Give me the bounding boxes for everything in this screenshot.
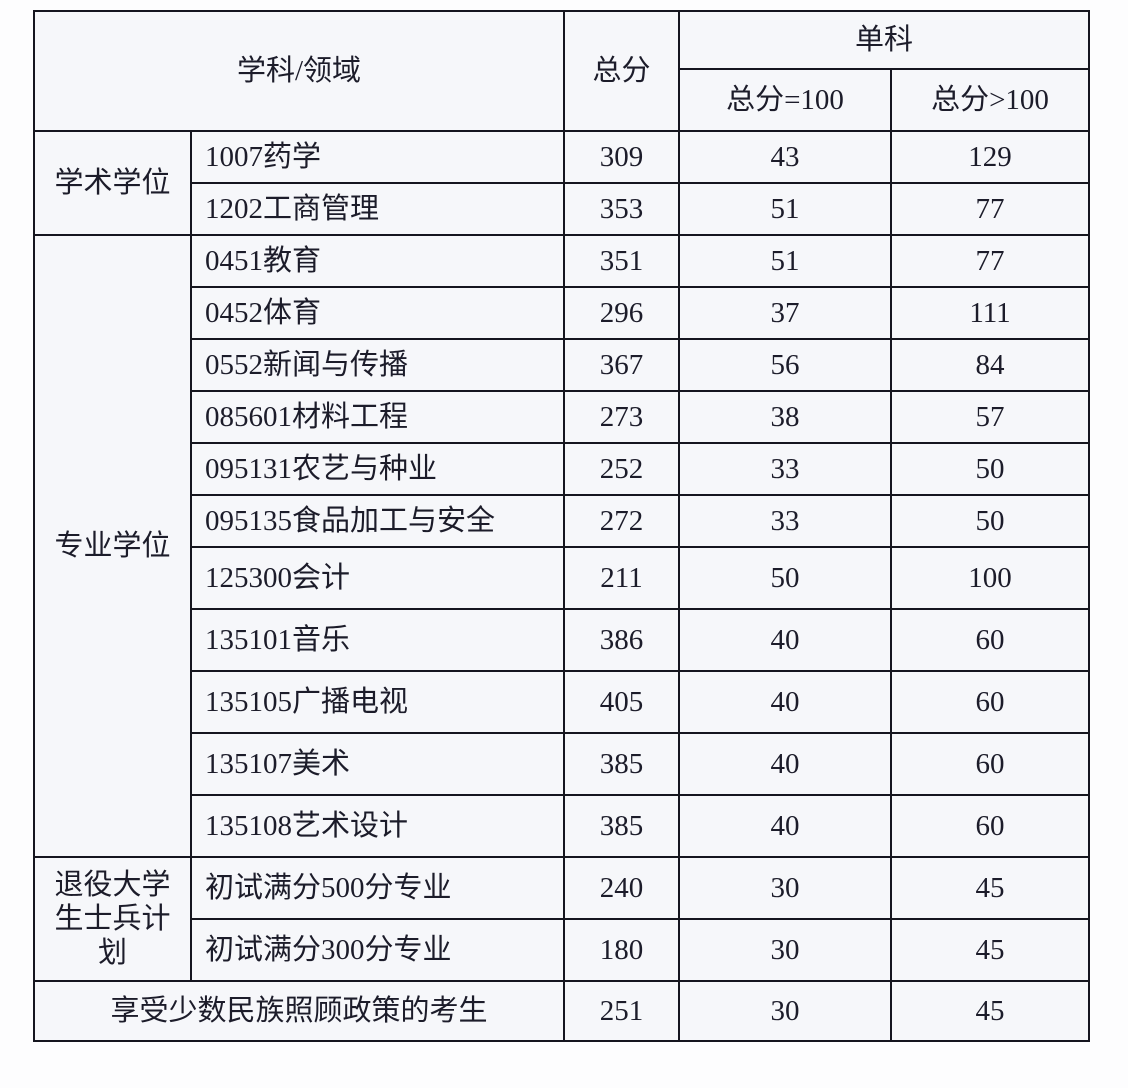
- header-single-subject: 单科: [678, 10, 1090, 70]
- table-row: 135108艺术设计 385 40 60: [34, 794, 1090, 858]
- cell-subject: 0452体育: [190, 286, 565, 340]
- cell-gt100: 60: [890, 794, 1090, 858]
- cell-total: 252: [563, 442, 680, 496]
- cell-total: 272: [563, 494, 680, 548]
- cell-gt100: 100: [890, 546, 1090, 610]
- cell-eq100: 40: [678, 670, 892, 734]
- table-row: 专业学位 0451教育 351 51 77: [33, 234, 1090, 858]
- cell-subject: 095135食品加工与安全: [190, 494, 565, 548]
- cell-eq100: 40: [678, 732, 892, 796]
- cell-subject: 1202工商管理: [190, 182, 565, 236]
- cell-eq100: 30: [678, 918, 892, 982]
- table-row: 125300会计 211 50 100: [34, 546, 1090, 610]
- cell-subject: 初试满分500分专业: [190, 856, 565, 920]
- cell-eq100: 33: [678, 442, 892, 496]
- cell-subject: 085601材料工程: [190, 390, 565, 444]
- header-total-score: 总分: [563, 10, 680, 132]
- cell-eq100: 40: [678, 794, 892, 858]
- cell-gt100: 60: [890, 608, 1090, 672]
- cell-subject: 初试满分300分专业: [190, 918, 565, 982]
- cell-gt100: 45: [890, 856, 1090, 920]
- header-single-gt100: 总分>100: [890, 68, 1090, 132]
- cell-total: 296: [563, 286, 680, 340]
- cell-subject: 0451教育: [190, 234, 565, 288]
- cell-subject: 0552新闻与传播: [190, 338, 565, 392]
- cell-eq100: 33: [678, 494, 892, 548]
- cell-subject: 135101音乐: [190, 608, 565, 672]
- cell-eq100: 37: [678, 286, 892, 340]
- table-row: 学术学位 1007药学 309 43 129: [33, 130, 1090, 236]
- cell-subject: 095131农艺与种业: [190, 442, 565, 496]
- cell-gt100: 77: [890, 234, 1090, 288]
- table-row: 135101音乐 386 40 60: [34, 608, 1090, 672]
- cell-eq100: 43: [678, 130, 892, 184]
- cell-total: 251: [563, 980, 680, 1042]
- cell-gt100: 84: [890, 338, 1090, 392]
- cell-eq100: 56: [678, 338, 892, 392]
- cell-gt100: 45: [890, 918, 1090, 982]
- cell-subject: 135105广播电视: [190, 670, 565, 734]
- cell-total: 367: [563, 338, 680, 392]
- table-row: 0552新闻与传播 367 56 84: [34, 338, 1090, 392]
- cell-gt100: 50: [890, 442, 1090, 496]
- table-row: 初试满分300分专业 180 30 45: [34, 918, 1090, 982]
- cell-total: 211: [563, 546, 680, 610]
- cell-subject: 135108艺术设计: [190, 794, 565, 858]
- table-row: 享受少数民族照顾政策的考生 251 30 45: [33, 980, 1090, 1042]
- cell-eq100: 30: [678, 856, 892, 920]
- header-single-eq100: 总分=100: [678, 68, 892, 132]
- cell-total: 385: [563, 732, 680, 796]
- cell-eq100: 51: [678, 234, 892, 288]
- cell-total: 385: [563, 794, 680, 858]
- cell-gt100: 57: [890, 390, 1090, 444]
- table-row: 0452体育 296 37 111: [34, 286, 1090, 340]
- table-row: 095135食品加工与安全 272 33 50: [34, 494, 1090, 548]
- cell-eq100: 38: [678, 390, 892, 444]
- cell-total: 273: [563, 390, 680, 444]
- cell-total: 180: [563, 918, 680, 982]
- cell-total: 353: [563, 182, 680, 236]
- table-row: 1202工商管理 353 51 77: [34, 182, 1090, 236]
- group-label-veteran-plan: 退役大学生士兵计划: [33, 856, 192, 982]
- cell-total: 309: [563, 130, 680, 184]
- cell-eq100: 50: [678, 546, 892, 610]
- score-line-table: 学科/领域 总分 单科 总分=100 总分>100 学术学位 1007药学 30…: [33, 10, 1090, 1042]
- table-row: 095131农艺与种业 252 33 50: [34, 442, 1090, 496]
- cell-gt100: 77: [890, 182, 1090, 236]
- cell-subject: 125300会计: [190, 546, 565, 610]
- group-label-academic: 学术学位: [33, 130, 192, 236]
- cell-gt100: 45: [890, 980, 1090, 1042]
- cell-total: 351: [563, 234, 680, 288]
- cell-eq100: 40: [678, 608, 892, 672]
- cell-gt100: 111: [890, 286, 1090, 340]
- group-label-professional: 专业学位: [33, 234, 192, 858]
- cell-total: 386: [563, 608, 680, 672]
- cell-eq100: 30: [678, 980, 892, 1042]
- table-row: 135107美术 385 40 60: [34, 732, 1090, 796]
- table-row: 085601材料工程 273 38 57: [34, 390, 1090, 444]
- table-row: 135105广播电视 405 40 60: [34, 670, 1090, 734]
- cell-gt100: 129: [890, 130, 1090, 184]
- footer-minority-policy-label: 享受少数民族照顾政策的考生: [33, 980, 565, 1042]
- cell-gt100: 60: [890, 732, 1090, 796]
- cell-total: 240: [563, 856, 680, 920]
- header-subject-area: 学科/领域: [33, 10, 565, 132]
- cell-gt100: 50: [890, 494, 1090, 548]
- cell-total: 405: [563, 670, 680, 734]
- cell-subject: 135107美术: [190, 732, 565, 796]
- cell-eq100: 51: [678, 182, 892, 236]
- cell-gt100: 60: [890, 670, 1090, 734]
- cell-subject: 1007药学: [190, 130, 565, 184]
- table-row: 退役大学生士兵计划 初试满分500分专业 240 30 45: [33, 856, 1090, 982]
